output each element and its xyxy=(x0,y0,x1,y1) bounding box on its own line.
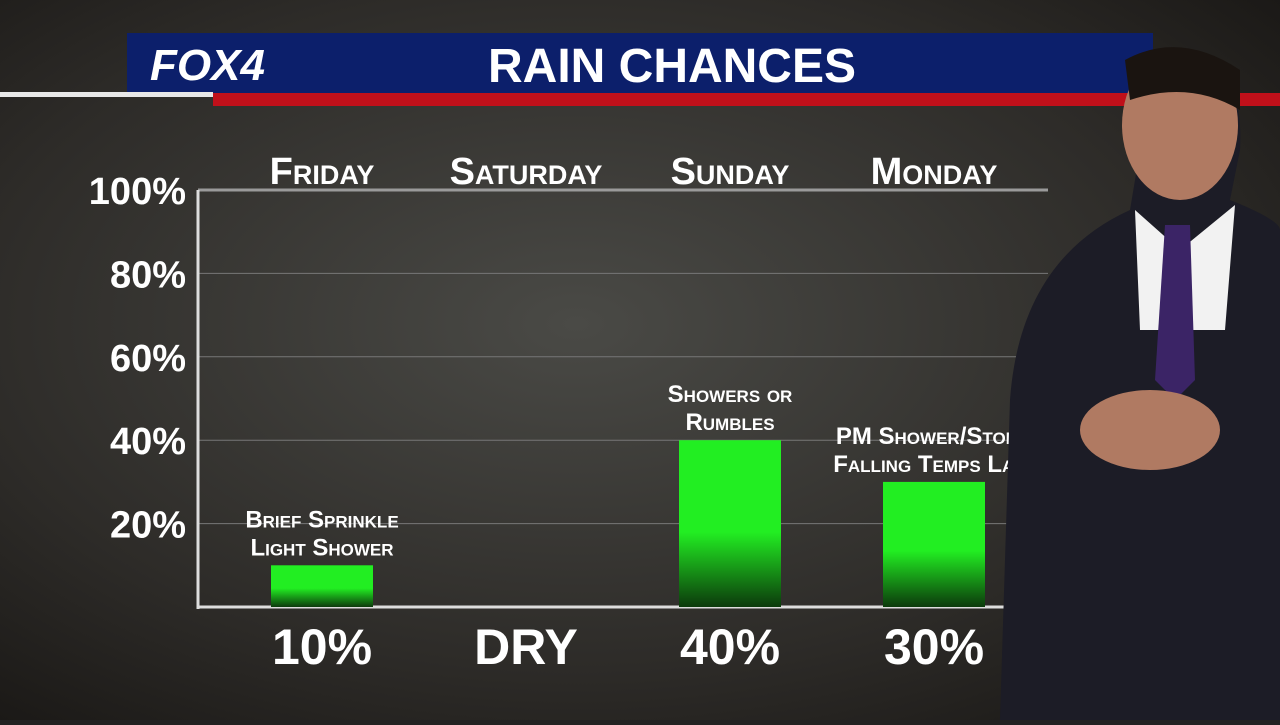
chart-title: RAIN CHANCES xyxy=(488,40,856,93)
presenter xyxy=(1000,47,1280,720)
plot: 20% 40% 60% 80% 100% Friday 10% Brief SprinkleL… xyxy=(89,151,1048,675)
annotation: Light Shower xyxy=(250,534,393,561)
annotation: Showers or xyxy=(668,381,793,408)
annotation: Falling Temps Late xyxy=(833,451,1035,478)
value-label: DRY xyxy=(474,619,578,675)
logo: FOX4 xyxy=(150,41,265,90)
annotation: Brief Sprinkle xyxy=(245,506,398,533)
x-tick-label: Friday xyxy=(270,151,375,193)
value-label: 10% xyxy=(272,619,372,675)
presenter-tie xyxy=(1155,225,1195,400)
value-label: 30% xyxy=(884,619,984,675)
banner-stripe xyxy=(213,93,1280,106)
presenter-hair xyxy=(1125,47,1240,110)
y-tick-label: 60% xyxy=(110,338,186,380)
value-label: 40% xyxy=(680,619,780,675)
y-tick-label: 80% xyxy=(110,254,186,296)
presenter-body xyxy=(1000,50,1280,720)
presenter-hands xyxy=(1080,390,1220,470)
x-tick-label: Saturday xyxy=(450,151,603,193)
annotation: PM Shower/Storm xyxy=(836,423,1032,450)
y-tick-label: 100% xyxy=(89,171,186,213)
bar xyxy=(883,481,985,607)
y-tick-label: 20% xyxy=(110,505,186,547)
bar xyxy=(271,565,373,607)
bar xyxy=(679,440,781,607)
annotation: Rumbles xyxy=(685,409,774,436)
title-banner xyxy=(127,33,1153,93)
x-tick-label: Monday xyxy=(871,151,998,193)
x-tick-label: Sunday xyxy=(671,151,790,193)
banner-line xyxy=(0,92,213,97)
y-tick-label: 40% xyxy=(110,421,186,463)
